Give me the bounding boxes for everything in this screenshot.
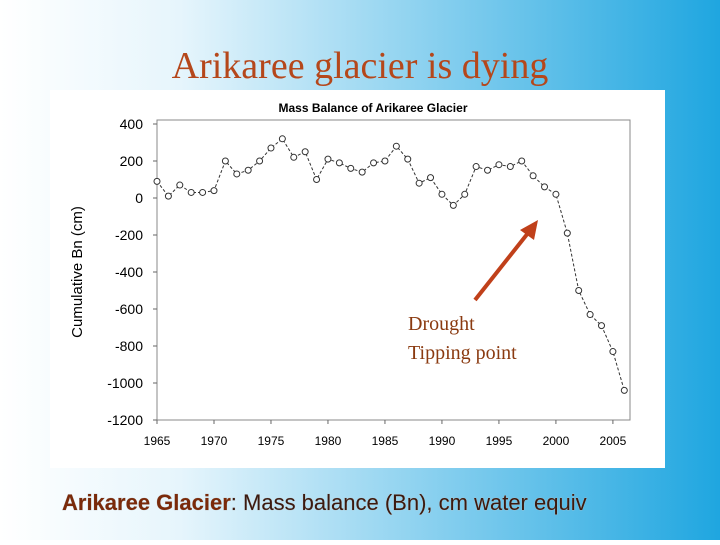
arrow-head — [520, 220, 538, 240]
data-point — [506, 163, 514, 171]
data-point — [415, 179, 423, 187]
x-tick-label: 1970 — [201, 434, 228, 448]
data-point — [427, 174, 435, 182]
data-point — [347, 164, 355, 172]
y-tick-label: -1200 — [107, 412, 143, 428]
x-tick-label: 1965 — [144, 434, 171, 448]
x-tick-label: 2005 — [600, 434, 627, 448]
data-point — [381, 157, 389, 165]
data-point — [586, 311, 594, 319]
y-tick-label: -200 — [115, 227, 143, 243]
data-point — [324, 155, 332, 163]
data-point — [552, 190, 560, 198]
y-tick-label: -1000 — [107, 375, 143, 391]
data-point — [153, 177, 161, 185]
data-point — [461, 190, 469, 198]
caption-bold: Arikaree Glacier — [62, 490, 231, 515]
data-point — [290, 153, 298, 161]
data-point — [392, 142, 400, 150]
data-point — [176, 181, 184, 189]
data-point — [598, 322, 606, 330]
data-point — [267, 144, 275, 152]
plot-frame — [156, 119, 631, 421]
data-point — [518, 157, 526, 165]
data-point — [495, 161, 503, 169]
data-point — [370, 159, 378, 167]
y-axis-label: Cumulative Bn (cm) — [69, 206, 86, 338]
data-point — [278, 135, 286, 143]
y-tick-label: 400 — [120, 116, 144, 132]
x-tick-label: 1990 — [429, 434, 456, 448]
y-tick-label: 0 — [135, 190, 143, 206]
data-point — [620, 386, 628, 394]
data-point — [256, 157, 264, 165]
y-tick-label: 200 — [120, 153, 144, 169]
annotation: Drought — [408, 313, 475, 335]
data-point — [472, 163, 480, 171]
y-tick-label: -400 — [115, 264, 143, 280]
caption-rest: : Mass balance (Bn), cm water equiv — [231, 490, 587, 515]
chart-title: Mass Balance of Arikaree Glacier — [279, 101, 468, 115]
data-point — [221, 157, 229, 165]
y-tick-label: -600 — [115, 301, 143, 317]
chart-panel — [50, 90, 665, 468]
data-point — [335, 159, 343, 167]
data-point — [313, 176, 321, 183]
data-point — [404, 155, 412, 163]
data-point — [484, 166, 492, 174]
data-point — [358, 168, 366, 176]
slide-title: Arikaree glacier is dying — [172, 45, 549, 87]
data-point — [244, 166, 252, 174]
data-point — [301, 148, 309, 156]
x-tick-label: 1975 — [258, 434, 285, 448]
x-tick-label: 2000 — [543, 434, 570, 448]
x-tick-label: 1985 — [372, 434, 399, 448]
data-point — [187, 188, 195, 196]
x-tick-label: 1995 — [486, 434, 513, 448]
y-tick-label: -800 — [115, 338, 143, 354]
x-tick-label: 1980 — [315, 434, 342, 448]
data-point — [449, 201, 457, 209]
caption: Arikaree Glacier: Mass balance (Bn), cm … — [62, 490, 587, 515]
data-point — [609, 348, 617, 356]
data-point — [164, 192, 172, 200]
data-point — [199, 188, 207, 196]
data-point — [541, 183, 549, 191]
data-point — [233, 170, 241, 178]
data-point — [529, 172, 537, 180]
annotation: Tipping point — [408, 342, 517, 364]
data-point — [563, 229, 571, 237]
data-point — [438, 190, 446, 198]
data-point — [575, 287, 583, 294]
arrow — [473, 226, 534, 302]
data-point — [210, 187, 218, 195]
